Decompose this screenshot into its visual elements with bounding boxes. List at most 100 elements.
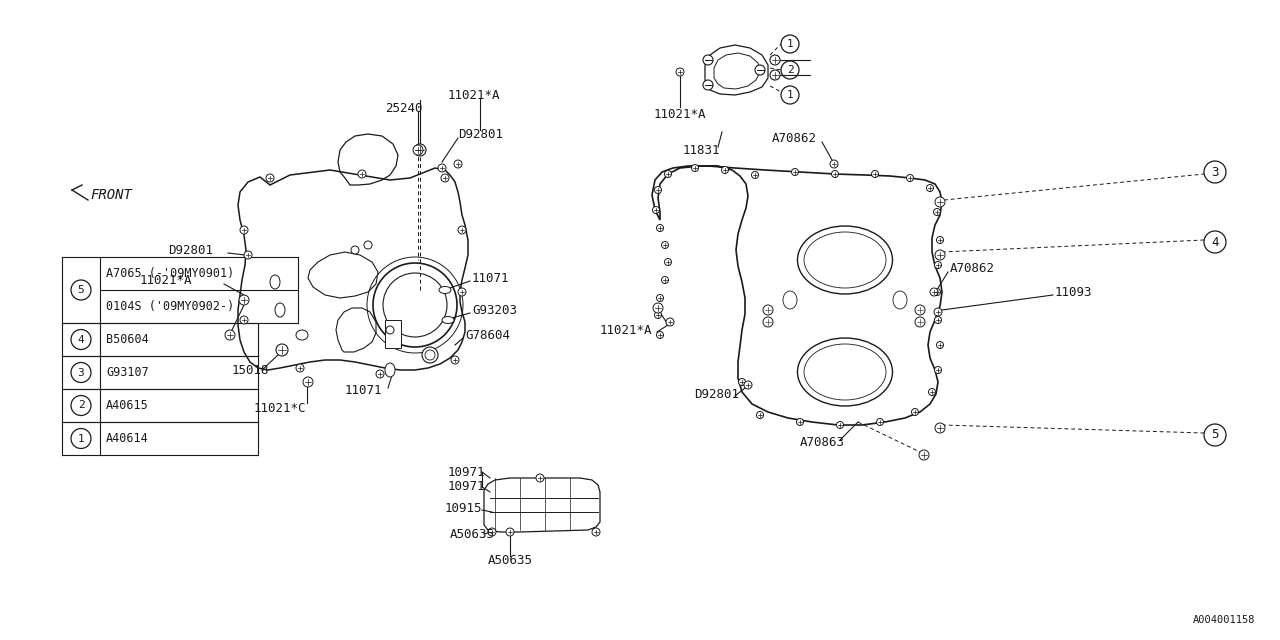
- Circle shape: [662, 276, 668, 284]
- Circle shape: [458, 288, 466, 296]
- Circle shape: [763, 317, 773, 327]
- Circle shape: [506, 528, 515, 536]
- Circle shape: [351, 246, 358, 254]
- Circle shape: [829, 160, 838, 168]
- Text: 11831: 11831: [684, 143, 721, 157]
- Circle shape: [739, 378, 745, 385]
- Text: 1: 1: [78, 433, 84, 444]
- Circle shape: [536, 474, 544, 482]
- Circle shape: [653, 303, 663, 313]
- Circle shape: [657, 332, 663, 339]
- Circle shape: [358, 170, 366, 178]
- Circle shape: [934, 423, 945, 433]
- Circle shape: [438, 164, 445, 172]
- Circle shape: [906, 175, 914, 182]
- Text: 11021*A: 11021*A: [600, 323, 653, 337]
- Circle shape: [454, 160, 462, 168]
- Circle shape: [458, 226, 466, 234]
- Circle shape: [763, 305, 773, 315]
- Ellipse shape: [439, 287, 451, 294]
- Circle shape: [931, 288, 938, 296]
- Text: 1: 1: [787, 90, 794, 100]
- FancyBboxPatch shape: [385, 320, 401, 348]
- Text: A40614: A40614: [106, 432, 148, 445]
- Text: A70862: A70862: [772, 131, 817, 145]
- Circle shape: [937, 237, 943, 243]
- Circle shape: [666, 318, 675, 326]
- Circle shape: [654, 312, 662, 319]
- Circle shape: [937, 342, 943, 349]
- Circle shape: [796, 419, 804, 426]
- Text: 11093: 11093: [1055, 285, 1093, 298]
- Text: 11021*A: 11021*A: [448, 88, 500, 102]
- Circle shape: [791, 168, 799, 175]
- Circle shape: [928, 388, 936, 396]
- Circle shape: [934, 308, 942, 316]
- Circle shape: [703, 55, 713, 65]
- Circle shape: [744, 381, 753, 389]
- Circle shape: [413, 145, 422, 155]
- Circle shape: [872, 170, 878, 177]
- Circle shape: [915, 305, 925, 315]
- Text: G93203: G93203: [472, 303, 517, 317]
- Circle shape: [244, 251, 252, 259]
- Circle shape: [488, 528, 497, 536]
- Circle shape: [837, 422, 844, 429]
- Text: 2: 2: [787, 65, 794, 75]
- Circle shape: [934, 262, 942, 269]
- Text: 1: 1: [787, 39, 794, 49]
- Text: 10971: 10971: [448, 465, 485, 479]
- Circle shape: [657, 225, 663, 232]
- Circle shape: [653, 207, 659, 214]
- Circle shape: [722, 166, 728, 173]
- Ellipse shape: [385, 363, 396, 377]
- Circle shape: [225, 330, 236, 340]
- Circle shape: [919, 450, 929, 460]
- Text: 2: 2: [78, 401, 84, 410]
- Circle shape: [933, 209, 941, 216]
- Text: A004001158: A004001158: [1193, 615, 1254, 625]
- Circle shape: [877, 419, 883, 426]
- Circle shape: [934, 197, 945, 207]
- Circle shape: [241, 226, 248, 234]
- Text: A50635: A50635: [451, 529, 495, 541]
- Circle shape: [422, 347, 438, 363]
- Circle shape: [927, 184, 933, 191]
- Text: A70863: A70863: [800, 435, 845, 449]
- Text: 10971: 10971: [448, 481, 485, 493]
- Text: 15018: 15018: [232, 364, 270, 376]
- Text: 11021*C: 11021*C: [253, 401, 306, 415]
- Text: G78604: G78604: [465, 328, 509, 342]
- Text: 3: 3: [1211, 166, 1219, 179]
- Text: B50604: B50604: [106, 333, 148, 346]
- Circle shape: [756, 412, 763, 419]
- Circle shape: [413, 144, 426, 156]
- Text: 5: 5: [78, 285, 84, 295]
- Text: A40615: A40615: [106, 399, 148, 412]
- Circle shape: [934, 367, 942, 374]
- Circle shape: [703, 80, 713, 90]
- Circle shape: [676, 68, 684, 76]
- Text: 0104S ('09MY0902-): 0104S ('09MY0902-): [106, 300, 234, 313]
- Circle shape: [933, 289, 941, 296]
- Circle shape: [276, 344, 288, 356]
- Circle shape: [915, 317, 925, 327]
- Text: A50635: A50635: [488, 554, 532, 566]
- Text: A70862: A70862: [950, 262, 995, 275]
- Circle shape: [303, 377, 314, 387]
- Circle shape: [934, 317, 942, 323]
- Circle shape: [387, 326, 394, 334]
- Text: 10915: 10915: [445, 502, 483, 515]
- Circle shape: [832, 170, 838, 177]
- Circle shape: [296, 364, 305, 372]
- Text: 4: 4: [78, 335, 84, 344]
- Text: 11021*A: 11021*A: [140, 273, 192, 287]
- Circle shape: [657, 294, 663, 301]
- Circle shape: [239, 295, 250, 305]
- Text: D92801: D92801: [168, 243, 212, 257]
- Circle shape: [664, 170, 672, 177]
- Text: G93107: G93107: [106, 366, 148, 379]
- Text: FRONT: FRONT: [90, 188, 132, 202]
- Circle shape: [376, 370, 384, 378]
- Circle shape: [442, 174, 449, 182]
